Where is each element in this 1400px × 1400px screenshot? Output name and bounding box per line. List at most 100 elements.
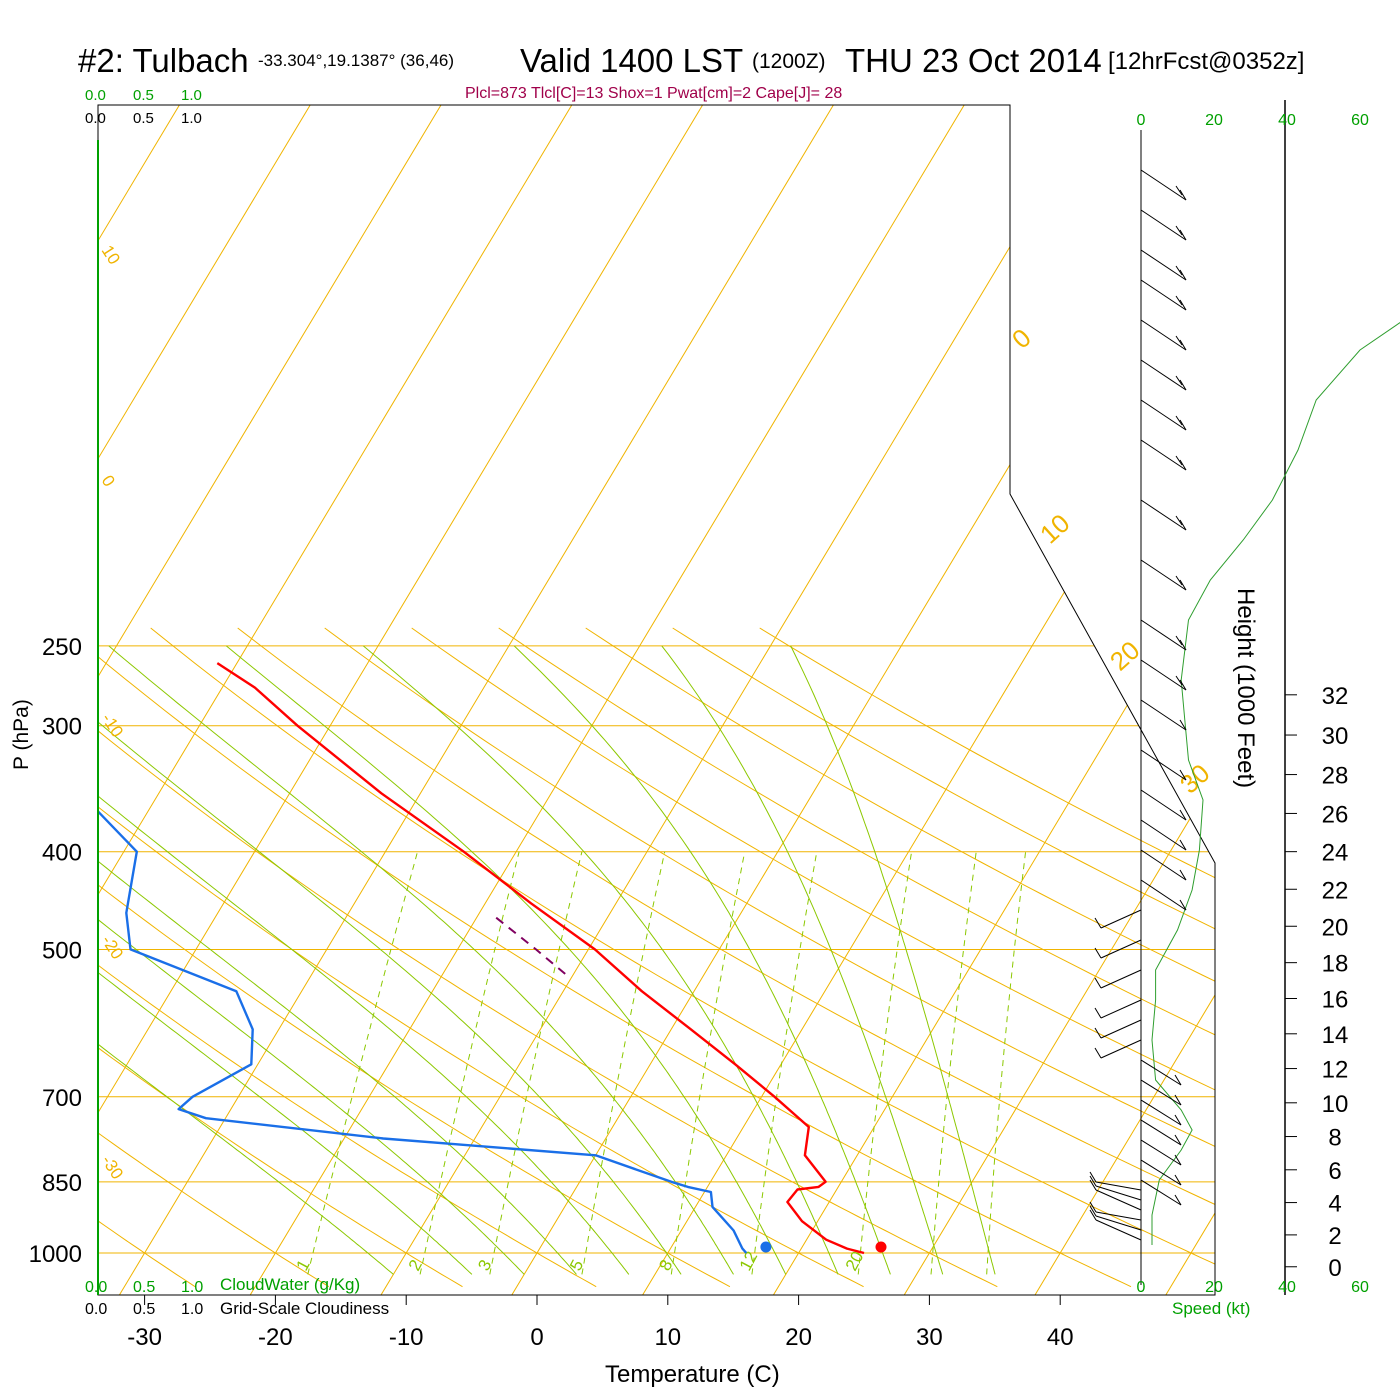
wind-barb	[1140, 319, 1187, 351]
forecast-info: [12hrFcst@0352z]	[1108, 48, 1304, 75]
moist-adiabat	[661, 645, 944, 1275]
height-tick-label: 10	[1322, 1091, 1349, 1118]
wind-barb-flag	[1174, 1174, 1182, 1186]
wind-barb-flag	[1094, 977, 1102, 989]
valid-date: THU 23 Oct 2014	[845, 42, 1102, 79]
cloudiness-tick-top: 0.0	[85, 110, 106, 127]
cloudwater-tick-top: 1.0	[181, 87, 202, 104]
wind-barb	[1140, 1059, 1182, 1086]
surface-temperature-dot	[875, 1241, 887, 1253]
speed-tick-label-top: 20	[1205, 112, 1223, 129]
wind-barb-flag	[1179, 679, 1187, 691]
wind-barb-flag	[1179, 769, 1187, 781]
isotherm-line	[630, 105, 1215, 1295]
dry-adiabat	[585, 627, 1215, 1288]
wind-barb-flag	[1089, 1209, 1097, 1221]
cloudwater-tick-top: 0.5	[133, 87, 154, 104]
dry-adiabat	[98, 627, 463, 1288]
wind-barb-flag	[1175, 265, 1183, 276]
wind-barb	[1095, 1181, 1142, 1191]
cloudwater-label: CloudWater (g/Kg)	[220, 1275, 360, 1294]
height-tick-label: 18	[1322, 951, 1349, 978]
wind-barb-flag	[1179, 719, 1187, 731]
height-tick-label: 22	[1322, 877, 1349, 904]
wind-barb	[1140, 879, 1187, 911]
wind-barb-flag	[1089, 1171, 1097, 1183]
wind-barb	[1095, 1219, 1142, 1241]
height-tick-label: 12	[1322, 1057, 1349, 1084]
wind-barb	[1095, 1189, 1142, 1211]
moist-adiabat	[98, 645, 525, 1275]
cloudiness-tick-bottom: 0.5	[133, 1301, 155, 1318]
wind-barb-flag	[1094, 1047, 1102, 1059]
temperature-tick-label: -20	[258, 1324, 293, 1351]
dry-adiabat	[759, 627, 1215, 1288]
wind-barb-flag	[1089, 1179, 1097, 1191]
moist-adiabat	[98, 645, 394, 1275]
speed-tick-label-bottom: 0	[1137, 1279, 1146, 1296]
dry-adiabat	[411, 627, 1215, 1288]
wind-barb-flag	[1179, 519, 1187, 531]
cloudwater-tick-bottom: 0.0	[85, 1279, 107, 1296]
moist-adiabat	[98, 645, 630, 1275]
moist-adiabat	[513, 645, 891, 1275]
wind-barb	[1140, 1119, 1182, 1146]
valid-time: Valid 1400 LST	[520, 42, 743, 79]
pressure-tick-label: 500	[42, 937, 82, 964]
wind-barb	[1140, 619, 1187, 651]
dry-adiabat	[98, 627, 731, 1288]
height-tick-label: 8	[1328, 1125, 1341, 1152]
wind-barb-flag	[1094, 1027, 1102, 1039]
wind-barb	[1140, 279, 1187, 311]
height-tick-label: 20	[1322, 914, 1349, 941]
dry-adiabat	[98, 627, 330, 1288]
wind-barb	[1140, 439, 1187, 471]
moist-adiabat	[98, 645, 577, 1275]
wind-barb	[1100, 909, 1142, 929]
wind-barb	[1095, 1215, 1142, 1231]
speed-tick-label-bottom: 20	[1205, 1279, 1223, 1296]
wind-barb	[1140, 359, 1187, 391]
wind-barb	[1140, 819, 1187, 851]
wind-barb-flag	[1175, 415, 1183, 426]
chart-series	[98, 662, 887, 1255]
pressure-tick-label: 700	[42, 1085, 82, 1112]
wind-barb-flag	[1179, 379, 1187, 391]
dry-adiabat	[98, 627, 597, 1288]
height-tick-label: 4	[1328, 1191, 1341, 1218]
wind-barb-flag	[1175, 675, 1183, 686]
isotherm-line	[891, 105, 1215, 1295]
cloudwater-tick-top: 0.0	[85, 87, 106, 104]
isotherm-line	[98, 105, 323, 1295]
wind-barb	[1140, 1079, 1182, 1106]
speed-axis-label: Speed (kt)	[1172, 1299, 1250, 1318]
wind-barb-flag	[1174, 1074, 1182, 1086]
mixing-ratio-line	[581, 851, 666, 1275]
chart-frame	[97, 104, 1216, 1296]
wind-barb-flag	[1174, 1094, 1182, 1106]
wind-barb-flag	[1179, 189, 1187, 201]
wind-barb-flag	[1175, 515, 1183, 526]
wind-barb	[1140, 559, 1187, 591]
height-tick-label: 28	[1322, 763, 1349, 790]
speed-tick-label-bottom: 60	[1351, 1279, 1369, 1296]
height-tick-label: 26	[1322, 801, 1349, 828]
cloudiness-tick-top: 0.5	[133, 110, 154, 127]
wind-barb	[1100, 939, 1142, 959]
moist-adiabat	[108, 645, 734, 1275]
wind-barb-flag	[1175, 455, 1183, 466]
mixing-ratio-line	[986, 851, 1027, 1275]
moist-adiabat	[98, 645, 682, 1275]
pressure-tick-label: 850	[42, 1170, 82, 1197]
wind-barb-flag	[1175, 225, 1183, 236]
wind-barb	[1100, 999, 1142, 1019]
wind-barb-flag	[1179, 419, 1187, 431]
mixing-ratio-line	[857, 851, 913, 1275]
wind-barb-flag	[1179, 459, 1187, 471]
moist-adiabat	[225, 645, 787, 1275]
wind-barb-flag	[1179, 269, 1187, 281]
temperature-tick-label: 30	[916, 1324, 943, 1351]
